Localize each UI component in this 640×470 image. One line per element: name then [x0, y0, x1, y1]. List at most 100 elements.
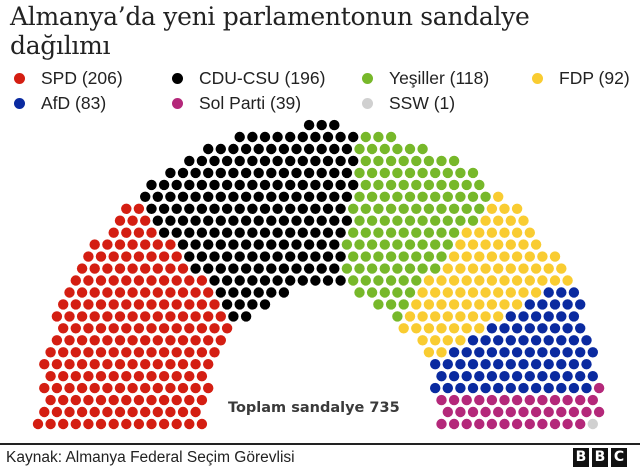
seat-dot: [108, 347, 119, 358]
seat-dot: [121, 203, 132, 214]
seat-dot: [285, 227, 296, 238]
seat-dot: [95, 418, 107, 430]
seat-dot: [430, 311, 441, 322]
seat-dot: [360, 251, 371, 262]
seat-dot: [379, 143, 390, 155]
legend-item-cdu-csu: CDU-CSU (196): [172, 68, 362, 89]
legend-item-ssw: SSW (1): [362, 93, 455, 114]
seat-dot: [121, 347, 132, 358]
seat-dot: [467, 191, 479, 202]
seat-dot: [171, 227, 182, 238]
seat-dot: [461, 203, 472, 214]
seat-dot: [392, 263, 403, 274]
seat-dot: [430, 287, 441, 298]
seat-dot: [114, 311, 126, 322]
seat-dot: [165, 167, 176, 179]
seat-dot: [259, 227, 271, 238]
seat-dot: [95, 275, 107, 286]
seat-dot: [102, 359, 113, 370]
seat-dot: [140, 335, 151, 346]
seat-dot: [354, 287, 365, 298]
seat-dot: [45, 394, 56, 406]
seat-dot: [45, 347, 56, 358]
seat-dot: [366, 215, 378, 226]
seat-dot: [499, 203, 510, 214]
seat-dot: [417, 287, 428, 298]
seat-dot: [322, 179, 334, 191]
seat-dot: [329, 239, 340, 250]
bbc-logo-letter-b2: B: [592, 448, 608, 467]
seat-dot: [196, 371, 208, 382]
seat-dot: [203, 335, 214, 346]
seat-dot: [417, 215, 428, 226]
seat-dot: [76, 335, 88, 346]
seat-dot: [505, 311, 516, 322]
seat-dot: [354, 263, 365, 274]
seat-dot: [524, 394, 535, 406]
seat-dot: [417, 143, 428, 155]
seat-dot: [76, 406, 88, 418]
seat-dot: [133, 394, 145, 406]
seat-dot: [272, 179, 283, 191]
seat-dot: [518, 287, 529, 298]
seat-dot: [259, 275, 271, 286]
seat-dot: [152, 287, 163, 298]
seat-dot: [184, 275, 195, 286]
seat-dot: [480, 382, 491, 394]
seat-dot: [461, 394, 472, 406]
seat-dot: [184, 179, 195, 191]
seat-dot: [221, 323, 233, 334]
seat-dot: [530, 239, 542, 250]
seat-dot: [89, 263, 100, 274]
seat-dot: [209, 275, 220, 286]
seat-dot: [190, 311, 201, 322]
seat-dot: [140, 215, 151, 226]
seat-dot: [196, 203, 208, 214]
seat-dot: [89, 382, 100, 394]
seat-dot: [184, 371, 195, 382]
seat-dot: [64, 382, 75, 394]
seat-dot: [140, 311, 151, 322]
seat-dot: [348, 155, 359, 167]
seat-dot: [234, 131, 245, 143]
seat-dot: [58, 418, 69, 430]
seat-dot: [480, 215, 491, 226]
seat-dot: [203, 359, 214, 370]
seat-dot: [165, 263, 176, 274]
seat-dot: [530, 406, 542, 418]
seat-dot: [203, 311, 214, 322]
seat-dot: [461, 299, 472, 310]
seat-dot: [335, 203, 346, 214]
seat-dot: [39, 406, 50, 418]
seat-dot: [146, 179, 157, 191]
seat-dot: [524, 251, 535, 262]
seat-dot: [266, 239, 277, 250]
seat-dot: [158, 203, 170, 214]
seat-dot: [259, 179, 271, 191]
seat-dot: [436, 179, 447, 191]
legend-dot-fdp: [532, 73, 543, 84]
seat-dot: [398, 155, 409, 167]
seat-dot: [285, 131, 296, 143]
seat-dot: [228, 311, 239, 322]
seat-dot: [467, 287, 479, 298]
seat-dot: [461, 251, 472, 262]
seat-dot: [549, 347, 561, 358]
seat-dot: [455, 215, 466, 226]
seat-dot: [329, 119, 340, 131]
seat-dot: [587, 347, 598, 358]
seat-dot: [493, 359, 504, 370]
seat-dot: [467, 359, 479, 370]
seat-dot: [442, 167, 453, 179]
seat-dot: [83, 299, 94, 310]
seat-dot: [474, 371, 485, 382]
seat-dot: [190, 263, 201, 274]
seat-dot: [436, 418, 447, 430]
seat-dot: [70, 275, 82, 286]
seat-dot: [259, 131, 271, 143]
seat-dot: [493, 239, 504, 250]
legend: SPD (206) CDU-CSU (196) Yeşiller (118) F…: [14, 66, 634, 116]
seat-dot: [184, 347, 195, 358]
seat-dot: [398, 275, 409, 286]
seat-dot: [285, 275, 296, 286]
